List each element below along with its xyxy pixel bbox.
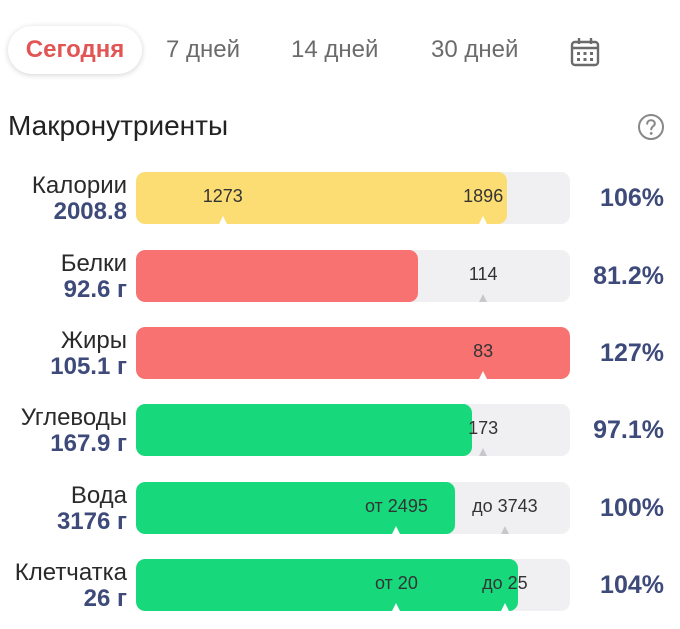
- macro-name: Жиры: [60, 327, 127, 354]
- macro-percent: 104%: [600, 571, 664, 599]
- tab-7-days[interactable]: 7 дней: [166, 36, 241, 63]
- target-tick: [392, 526, 401, 534]
- progress-fill: [136, 172, 508, 224]
- tab-14-days[interactable]: 14 дней: [291, 36, 379, 63]
- progress-track: 173: [136, 404, 570, 456]
- progress-fill: [136, 404, 473, 456]
- progress-track: от 2495 до 3743: [136, 482, 570, 534]
- calendar-icon[interactable]: [569, 36, 601, 68]
- macro-name: Калории: [31, 172, 127, 199]
- macro-row[interactable]: Углеводы 167.9 г 173 97.1%: [0, 404, 680, 458]
- progress-fill: [136, 559, 518, 611]
- progress-track: 114: [136, 250, 570, 302]
- macro-percent: 97.1%: [593, 416, 664, 444]
- macro-name: Вода: [70, 482, 127, 509]
- help-icon[interactable]: [637, 113, 665, 141]
- macro-value: 26 г: [83, 585, 127, 612]
- macro-row[interactable]: Вода 3176 г от 2495 до 3743 100%: [0, 482, 680, 536]
- progress-fill: [136, 482, 455, 534]
- macro-value: 105.1 г: [50, 353, 127, 380]
- target-marker-label: 173: [468, 418, 499, 438]
- macro-percent: 127%: [600, 339, 664, 367]
- target-tick: [218, 216, 227, 224]
- target-tick: [479, 448, 488, 456]
- target-marker-label: до 3743: [472, 496, 538, 516]
- macro-row[interactable]: Клетчатка 26 г от 20 до 25 104%: [0, 559, 680, 613]
- progress-track: 1273 1896: [136, 172, 570, 224]
- macro-row[interactable]: Жиры 105.1 г 83 127%: [0, 327, 680, 381]
- macro-value: 167.9 г: [50, 430, 127, 457]
- tab-30-days[interactable]: 30 дней: [431, 36, 519, 63]
- target-marker-label: от 2495: [364, 496, 428, 516]
- progress-fill: [136, 250, 419, 302]
- progress-track: 83: [136, 327, 570, 379]
- macro-value: 2008.8: [53, 198, 127, 225]
- target-tick: [500, 526, 509, 534]
- macro-percent: 81.2%: [593, 262, 664, 290]
- macro-name: Белки: [60, 250, 127, 277]
- period-tabs: Сегодня 7 дней 14 дней 30 дней: [0, 26, 680, 76]
- macro-percent: 106%: [600, 184, 664, 212]
- macro-value: 92.6 г: [63, 276, 127, 303]
- target-tick: [500, 603, 509, 611]
- target-tick: [479, 216, 488, 224]
- target-tick: [479, 294, 488, 302]
- macro-row[interactable]: Калории 2008.8 1273 1896 106%: [0, 172, 680, 226]
- macro-name: Клетчатка: [14, 559, 127, 586]
- target-marker-label: 83: [473, 341, 494, 361]
- macro-row[interactable]: Белки 92.6 г 114 81.2%: [0, 250, 680, 304]
- target-tick: [392, 603, 401, 611]
- tab-today[interactable]: Сегодня: [8, 26, 142, 74]
- target-tick: [479, 371, 488, 379]
- progress-track: от 20 до 25: [136, 559, 570, 611]
- macro-name: Углеводы: [20, 404, 127, 431]
- target-marker-label: до 25: [482, 573, 528, 593]
- target-marker-label: 114: [468, 264, 498, 284]
- macro-value: 3176 г: [56, 508, 127, 535]
- progress-fill: [136, 327, 570, 379]
- target-marker-label: 1273: [202, 186, 243, 206]
- target-marker-label: от 20: [374, 573, 418, 593]
- macro-percent: 100%: [600, 494, 664, 522]
- section-title: Макронутриенты: [8, 110, 229, 141]
- target-marker-label: 1896: [463, 186, 504, 206]
